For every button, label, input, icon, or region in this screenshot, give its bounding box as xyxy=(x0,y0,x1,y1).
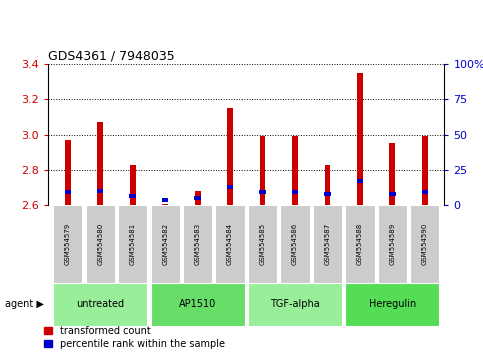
Bar xyxy=(162,198,169,202)
Bar xyxy=(85,205,115,283)
Text: AP1510: AP1510 xyxy=(179,299,216,309)
Bar xyxy=(118,205,147,283)
Bar xyxy=(53,205,83,283)
Bar xyxy=(248,283,342,326)
Bar xyxy=(389,192,396,196)
Text: GSM554581: GSM554581 xyxy=(130,223,136,266)
Text: GSM554587: GSM554587 xyxy=(325,223,330,266)
Bar xyxy=(389,143,396,205)
Bar xyxy=(195,191,200,205)
Bar xyxy=(292,136,298,205)
Bar xyxy=(378,205,407,283)
Bar xyxy=(357,73,363,205)
Bar xyxy=(260,136,266,205)
Bar xyxy=(53,283,147,326)
Bar xyxy=(97,189,103,193)
Bar xyxy=(129,194,136,198)
Bar xyxy=(248,205,277,283)
Text: GSM554588: GSM554588 xyxy=(357,223,363,266)
Bar xyxy=(227,185,233,189)
Bar xyxy=(227,108,233,205)
Bar xyxy=(422,190,428,194)
Bar xyxy=(162,204,168,205)
Text: Heregulin: Heregulin xyxy=(369,299,416,309)
Text: GSM554583: GSM554583 xyxy=(195,223,200,266)
Bar xyxy=(281,205,310,283)
Bar xyxy=(410,205,440,283)
Bar xyxy=(345,205,374,283)
Text: TGF-alpha: TGF-alpha xyxy=(270,299,320,309)
Bar xyxy=(345,283,440,326)
Bar xyxy=(97,122,103,205)
Legend: transformed count, percentile rank within the sample: transformed count, percentile rank withi… xyxy=(43,326,225,349)
Text: agent ▶: agent ▶ xyxy=(5,299,43,309)
Bar xyxy=(259,190,266,194)
Text: GSM554580: GSM554580 xyxy=(97,223,103,266)
Text: GSM554585: GSM554585 xyxy=(259,223,266,265)
Bar xyxy=(151,205,180,283)
Text: GSM554590: GSM554590 xyxy=(422,223,428,266)
Text: untreated: untreated xyxy=(76,299,124,309)
Bar xyxy=(292,190,298,194)
Bar xyxy=(324,192,331,196)
Bar xyxy=(325,165,330,205)
Bar xyxy=(130,165,136,205)
Text: GSM554584: GSM554584 xyxy=(227,223,233,265)
Bar xyxy=(357,179,363,183)
Bar xyxy=(151,283,245,326)
Text: GSM554579: GSM554579 xyxy=(65,223,71,266)
Bar xyxy=(195,196,201,200)
Bar xyxy=(183,205,212,283)
Bar xyxy=(422,136,428,205)
Bar xyxy=(215,205,245,283)
Text: GSM554589: GSM554589 xyxy=(389,223,396,266)
Text: GDS4361 / 7948035: GDS4361 / 7948035 xyxy=(48,50,175,63)
Text: GSM554586: GSM554586 xyxy=(292,223,298,266)
Bar xyxy=(65,140,71,205)
Text: GSM554582: GSM554582 xyxy=(162,223,168,265)
Bar xyxy=(313,205,342,283)
Bar xyxy=(65,190,71,194)
